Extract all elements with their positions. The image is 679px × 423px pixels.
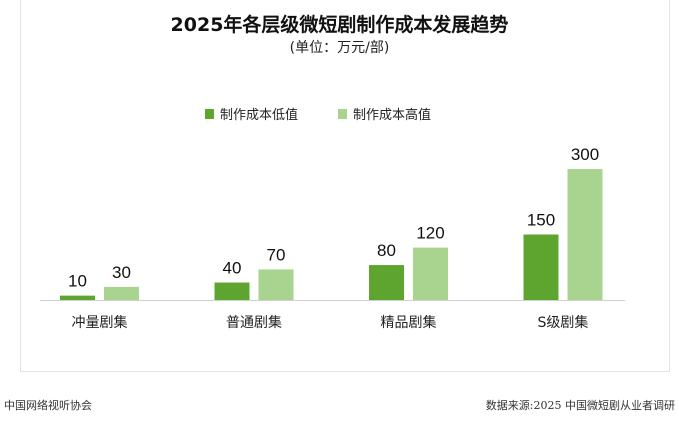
bar-high-3 [567, 169, 603, 300]
x-tick-label: 冲量剧集 [72, 314, 128, 331]
chart-title: 2025年各层级微短剧制作成本发展趋势 [170, 14, 509, 36]
data-label: 30 [112, 263, 131, 282]
legend-swatch-low [205, 108, 214, 119]
legend-label-low: 制作成本低值 [220, 108, 299, 123]
bar-low-1 [214, 282, 250, 300]
bar-low-3 [523, 234, 559, 300]
bar-high-0 [104, 286, 139, 300]
data-label: 120 [416, 224, 444, 243]
chart-subtitle: (单位：万元/部) [289, 40, 390, 56]
legend-item-high: 制作成本高值 [338, 104, 431, 123]
data-label: 40 [223, 259, 242, 278]
chart-card [20, 0, 670, 372]
legend-swatch-high [338, 108, 348, 119]
footer-source: 数据来源:2025 中国微短剧从业者调研 [485, 399, 675, 412]
bar-low-0 [60, 295, 95, 300]
footer-org: 中国网络视听协会 [4, 399, 92, 412]
legend: 制作成本低值 制作成本高值 [205, 104, 431, 123]
x-tick-label: S级剧集 [538, 314, 589, 331]
data-label: 150 [527, 211, 555, 230]
x-tick-label: 普通剧集 [226, 314, 282, 331]
bar-high-1 [258, 269, 294, 300]
x-tick-label: 精品剧集 [381, 314, 437, 331]
bar-low-2 [369, 265, 404, 300]
data-label: 10 [68, 272, 87, 291]
bar-high-2 [413, 247, 448, 300]
data-label: 80 [377, 241, 396, 260]
legend-item-low: 制作成本低值 [205, 104, 298, 123]
data-label: 300 [571, 145, 599, 164]
data-label: 70 [267, 245, 286, 264]
legend-label-high: 制作成本高值 [353, 108, 432, 123]
